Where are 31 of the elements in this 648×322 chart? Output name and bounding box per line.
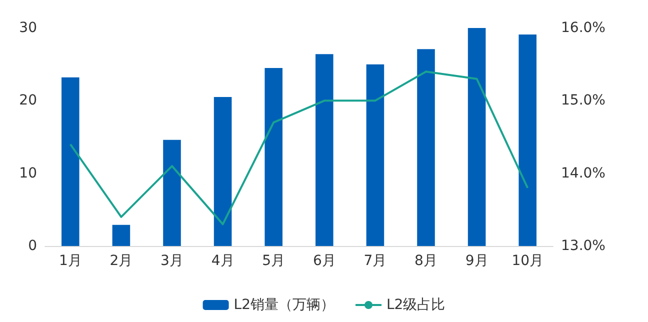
bar — [468, 28, 486, 246]
x-tick-label: 1月 — [58, 253, 82, 269]
x-tick-label: 3月 — [160, 253, 184, 269]
bar — [366, 64, 384, 246]
x-tick-label: 6月 — [312, 253, 336, 269]
y-tick-label: 10 — [19, 165, 37, 182]
y2-tick-label: 16.0% — [561, 20, 606, 36]
bar — [214, 97, 232, 246]
x-tick-label: 4月 — [211, 253, 234, 269]
y-tick-label: 0 — [28, 238, 37, 254]
x-tick-label: 2月 — [110, 253, 133, 269]
bar — [62, 77, 80, 246]
bar — [417, 49, 435, 246]
x-tick-label: 10月 — [512, 253, 544, 269]
bar — [264, 68, 282, 246]
y-tick-label: 20 — [19, 92, 37, 109]
bar — [518, 34, 536, 246]
x-tick-label: 5月 — [262, 253, 286, 269]
bar — [316, 54, 334, 246]
bar — [163, 140, 181, 246]
line-series — [69, 70, 529, 226]
y2-tick-label: 13.0% — [561, 238, 606, 254]
x-tick-label: 7月 — [364, 253, 387, 269]
y2-tick-label: 15.0% — [561, 92, 606, 109]
bar — [112, 224, 130, 246]
x-tick-label: 9月 — [465, 253, 488, 269]
legend-label: L2销量（万辆） — [234, 297, 335, 313]
legend-label: L2级占比 — [386, 297, 446, 313]
y2-tick-label: 14.0% — [561, 165, 606, 182]
y-tick-label: 30 — [19, 20, 37, 36]
x-tick-label: 8月 — [414, 253, 438, 269]
